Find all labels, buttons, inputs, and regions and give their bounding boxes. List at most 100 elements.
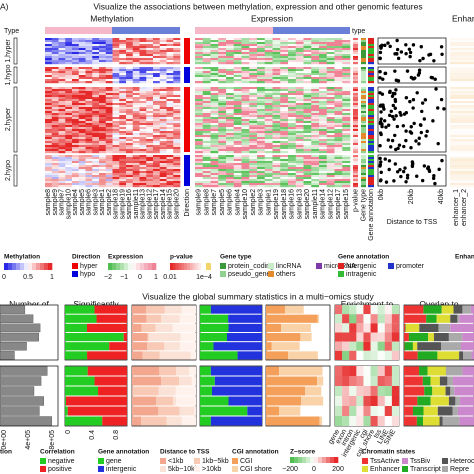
meth-cell — [146, 159, 154, 162]
meth-cell — [92, 93, 100, 96]
meth-cell — [72, 93, 80, 96]
distance-dot — [404, 110, 409, 115]
expr-cell — [202, 133, 211, 136]
expr-cell — [241, 42, 250, 45]
expr-cell — [264, 181, 273, 184]
meth-cell — [92, 48, 100, 51]
stack-seg — [158, 386, 176, 396]
expr-cell — [311, 173, 320, 176]
panel-box — [403, 304, 474, 361]
expr-cell — [280, 179, 289, 182]
meth-cell — [58, 69, 66, 72]
meth-cell — [132, 179, 140, 182]
meth-cell — [85, 52, 93, 55]
meth-cell — [58, 179, 66, 182]
expr-cell — [342, 75, 351, 78]
expr-cell — [295, 52, 304, 55]
expr-cell — [257, 161, 266, 164]
expr-cell — [264, 60, 273, 63]
expr-cell — [272, 42, 281, 45]
legend-label: promoter — [396, 263, 425, 270]
expr-cell — [233, 46, 242, 49]
expr-cell — [264, 54, 273, 57]
expr-cell — [249, 107, 258, 110]
expr-cell — [226, 173, 235, 176]
expr-cell — [303, 48, 312, 51]
meth-cell — [45, 58, 53, 61]
meth-cell — [78, 89, 86, 92]
expr-cell — [272, 113, 281, 116]
meth-cell — [132, 147, 140, 150]
expr-cell — [226, 139, 235, 142]
expr-cell — [280, 129, 289, 132]
meth-cell — [132, 58, 140, 61]
expr-cell — [226, 103, 235, 106]
meth-cell — [78, 125, 86, 128]
enrich-cell — [363, 376, 371, 386]
expr-cell — [334, 185, 343, 188]
expr-cell — [342, 46, 351, 49]
expr-cell — [257, 133, 266, 136]
stack-seg — [404, 305, 424, 314]
expr-cell — [295, 127, 304, 130]
expr-cell — [334, 163, 343, 166]
stack-seg — [173, 396, 177, 406]
meth-cell — [153, 137, 161, 140]
meth-cell — [153, 169, 161, 172]
meth-cell — [65, 145, 73, 148]
meth-cell — [159, 87, 167, 90]
distance-dot — [396, 146, 400, 151]
legend-gradient — [108, 263, 113, 270]
meth-cell — [139, 151, 147, 154]
expr-cell — [195, 38, 204, 41]
distance-dot — [392, 179, 396, 183]
meth-cell — [65, 159, 73, 162]
enh-cell — [450, 131, 474, 134]
meth-cell — [126, 127, 134, 130]
expr-cell — [241, 147, 250, 150]
expr-cell — [303, 131, 312, 134]
expr-cell — [233, 77, 242, 80]
distance-dot — [415, 174, 419, 178]
enh-cell — [450, 141, 474, 144]
enrich-cell — [377, 366, 385, 376]
expr-cell — [295, 105, 304, 108]
expr-cell — [295, 113, 304, 116]
enrich-cell — [370, 314, 378, 324]
expr-cell — [288, 75, 297, 78]
meth-cell — [139, 137, 147, 140]
expr-cell — [226, 99, 235, 102]
distance-dot — [402, 144, 406, 149]
meth-cell — [126, 179, 134, 182]
expr-cell — [280, 155, 289, 158]
meth-cell — [72, 48, 80, 51]
meth-cell — [65, 69, 73, 72]
expr-cell — [303, 87, 312, 90]
panel-box — [403, 365, 474, 427]
expr-cell — [319, 93, 328, 96]
meth-cell — [72, 131, 80, 134]
meth-cell — [173, 171, 181, 174]
expr-cell — [257, 54, 266, 57]
meth-cell — [51, 67, 59, 70]
expr-cell — [195, 157, 204, 160]
meth-cell — [173, 155, 181, 158]
expr-cell — [241, 71, 250, 74]
expr-cell — [195, 167, 204, 170]
expr-cell — [226, 123, 235, 126]
axis-tick: 0 — [65, 430, 72, 434]
dmr-bar — [0, 386, 35, 396]
meth-cell — [92, 107, 100, 110]
meth-cell — [112, 157, 120, 160]
expr-cell — [319, 42, 328, 45]
meth-cell — [173, 125, 181, 128]
meth-cell — [58, 139, 66, 142]
expr-cell — [202, 185, 211, 188]
expr-cell — [264, 50, 273, 53]
expr-cell — [303, 81, 312, 84]
meth-cell — [99, 99, 107, 102]
expr-cell — [319, 113, 328, 116]
expr-cell — [210, 113, 219, 116]
expr-cell — [264, 111, 273, 114]
legend-gradient — [302, 457, 307, 463]
